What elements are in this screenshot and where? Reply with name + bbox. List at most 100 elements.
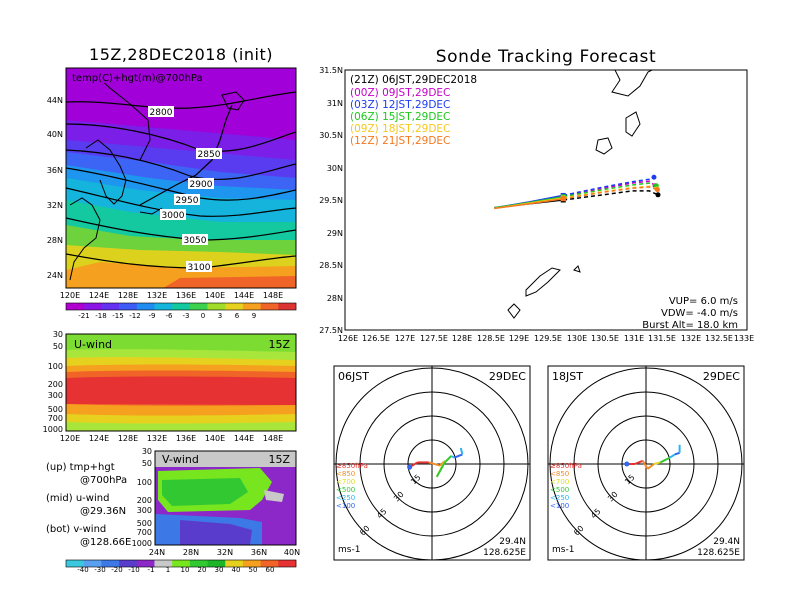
colorbar-swatch [136, 560, 155, 567]
coastline [595, 137, 613, 155]
lat-tick-label: 32N [217, 548, 233, 557]
vwind-lat-labels: 24N 28N 32N 36N 40N [149, 548, 300, 557]
layer-label-250: <250 [550, 494, 569, 502]
colorbar-label: -30 [94, 566, 105, 574]
lon-tick-label: 130.5E [591, 334, 619, 343]
vwind-band [162, 478, 248, 506]
hodograph-trace [407, 447, 464, 478]
coastline [525, 267, 561, 297]
hodograph-segment [666, 456, 671, 461]
colorbar-swatch [278, 560, 297, 567]
lat-tick-label: 30.5N [319, 131, 343, 140]
hodograph-rings [548, 366, 744, 560]
lat-tick-label: 31.5N [319, 66, 343, 75]
colorbar-swatch [242, 560, 261, 567]
colorbar-swatch [225, 303, 244, 310]
colorbar-label: -1 [148, 566, 155, 574]
lon-tick-label: 148E [263, 434, 283, 443]
colorbar-label: 50 [249, 566, 258, 574]
vwind-section [155, 451, 296, 545]
colorbar-swatch [83, 560, 102, 567]
landing-point-21z [655, 192, 661, 198]
burst-point-12z [560, 196, 566, 202]
uwind-section [66, 334, 296, 431]
lat-tick-label: 31N [327, 99, 343, 108]
lon-tick-label: 133E [734, 334, 754, 343]
colorbar-swatch [66, 560, 84, 567]
layer-label-700: <850 [336, 470, 355, 478]
uwind-pressure-labels: 30 50 100 200 300 500 700 1000 [43, 330, 63, 434]
colorbar-swatch [154, 303, 173, 310]
hodo2-date: 29DEC [703, 370, 740, 383]
temperature-band [163, 276, 296, 288]
hodograph-segment [634, 459, 644, 465]
hodograph-segment [435, 461, 446, 478]
hodo2-unit: ms-1 [552, 545, 574, 555]
pressure-tick-label: 300 [48, 391, 63, 400]
vwind-pressure-labels: 30 50 100 200 300 500 700 1000 [132, 447, 152, 548]
wind-colorbar-labels: -40 -30 -20 -10 -1 1 10 20 30 40 50 60 [77, 566, 274, 574]
hodograph-06jst [334, 366, 530, 560]
hodograph-segment [659, 458, 668, 464]
colorbar-swatch [101, 560, 120, 567]
colorbar-label: -20 [111, 566, 122, 574]
uwind-lon-labels: 120E 124E 128E 132E 136E 140E 144E 148E [60, 434, 283, 443]
hodo1-layer-legend: ≥850hPa <850 <700 <500 <250 <100 [336, 462, 368, 510]
legend-entry-06z: (06Z) 15JST,29DEC [350, 111, 450, 123]
param-burst: Burst Alt= 18.0 km [642, 320, 738, 331]
colorbar-swatch [207, 560, 226, 567]
lon-tick-label: 132E [147, 434, 167, 443]
pressure-tick-label: 1000 [132, 539, 152, 548]
vwind-frame [154, 450, 297, 546]
hodograph-segment [459, 447, 464, 455]
pressure-tick-label: 500 [48, 405, 63, 414]
contour-label: 2950 [176, 196, 199, 206]
colorbar-label: -6 [166, 312, 174, 320]
lon-tick-label: 126.5E [362, 334, 390, 343]
track-lat-labels: 31.5N 31N 30.5N 30N 29.5N 29N 28.5N 28N … [319, 66, 343, 335]
lon-tick-label: 131.5E [648, 334, 676, 343]
colorbar-swatch [242, 303, 261, 310]
legend-bot-lon: @128.66E [80, 537, 131, 548]
hodograph-segment [641, 460, 649, 470]
layer-label-850: ≥850hPa [336, 462, 368, 470]
lon-tick-label: 126E [338, 334, 358, 343]
lon-tick-label: 128E [452, 334, 472, 343]
lon-tick-label: 140E [205, 291, 225, 300]
hodo1-lon: 128.625E [483, 548, 526, 558]
param-vdw: VDW= -4.0 m/s [661, 308, 738, 319]
colorbar-swatch [172, 560, 191, 567]
track-ascent-12z [494, 197, 564, 210]
lon-tick-label: 128E [118, 434, 138, 443]
colorbar-swatch [225, 560, 244, 567]
track-descent-03z [563, 176, 655, 197]
contour-label: 2800 [150, 108, 173, 118]
colorbar-label: -10 [128, 566, 139, 574]
pressure-tick-label: 100 [48, 362, 63, 371]
hodograph-trace [624, 444, 681, 470]
lon-tick-label: 120E [60, 291, 80, 300]
map-panel-label: temp(C)+hgt(m)@700hPa [72, 73, 203, 84]
colorbar-label: 9 [252, 312, 256, 320]
colorbar-swatch [83, 303, 102, 310]
uwind-time: 15Z [268, 338, 290, 351]
hodograph-segment [444, 455, 452, 464]
lon-tick-label: 127E [395, 334, 415, 343]
layer-label-500: <700 [336, 478, 355, 486]
lon-tick-label: 124E [89, 291, 109, 300]
pressure-tick-label: 300 [137, 506, 152, 515]
temperature-map: 2800 2850 2900 2950 3000 3050 3100 [66, 68, 296, 288]
lon-tick-label: 129E [509, 334, 529, 343]
colorbar-swatch [119, 303, 138, 310]
lon-tick-label: 127.5E [420, 334, 448, 343]
lon-tick-label: 124E [89, 434, 109, 443]
colorbar-swatch [154, 560, 173, 567]
colorbar-label: 3 [218, 312, 222, 320]
left-title: 15Z,28DEC2018 (init) [89, 45, 273, 64]
colorbar-swatch [136, 303, 155, 310]
coastline [573, 265, 581, 273]
pressure-tick-label: 50 [53, 342, 63, 351]
lon-tick-label: 136E [176, 434, 196, 443]
layer-label-700: <850 [550, 470, 569, 478]
lat-tick-label: 29N [327, 229, 343, 238]
